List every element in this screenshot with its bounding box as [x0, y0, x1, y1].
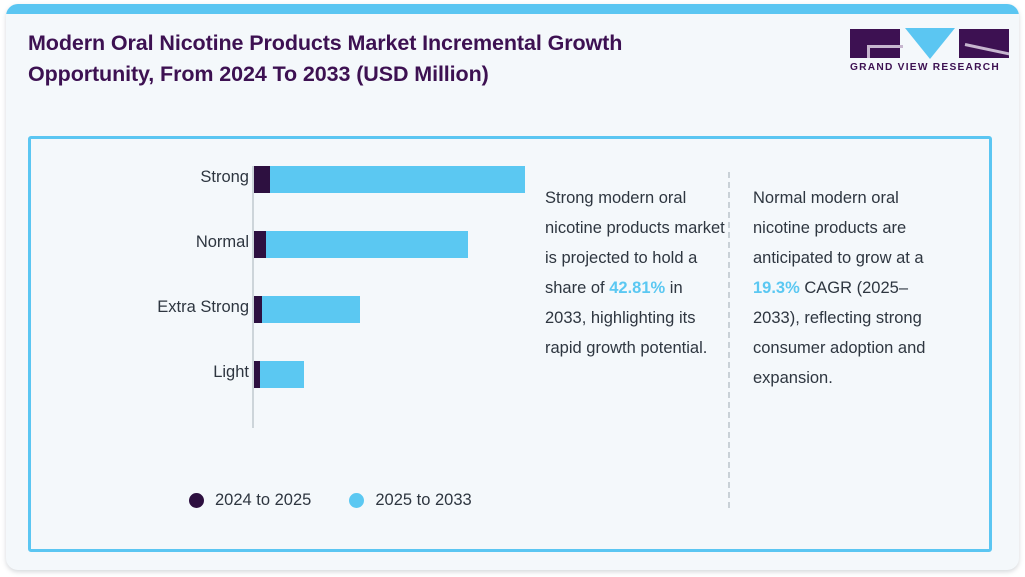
- table-row: Extra Strong: [31, 296, 531, 323]
- infographic-card: Modern Oral Nicotine Products Market Inc…: [6, 4, 1019, 570]
- logo-letter-v-icon: [905, 28, 955, 59]
- legend-item-2025-2033: 2025 to 2033: [349, 491, 472, 510]
- bar-segment-normal-2025-2033: [266, 231, 468, 258]
- logo-mark-group: [845, 27, 1009, 59]
- logo-letter-r-icon: [959, 29, 1009, 58]
- bar-segment-light-2024-2025: [254, 361, 260, 388]
- logo-caption: GRAND VIEW RESEARCH: [850, 62, 1000, 73]
- legend-dot-icon: [349, 493, 365, 508]
- callout-left-highlight: 42.81%: [609, 279, 666, 297]
- bar-segment-light-2025-2033: [260, 361, 304, 388]
- table-row: Light: [31, 361, 531, 388]
- bar-segment-extra-strong-2024-2025: [254, 296, 262, 323]
- top-accent-bar: [6, 4, 1019, 14]
- callout-normal-cagr: Normal modern oral nicotine products are…: [753, 183, 949, 393]
- chart-axis-line: [252, 166, 254, 428]
- bar-label-light: Light: [213, 363, 249, 381]
- legend-label-2024-2025: 2024 to 2025: [215, 491, 312, 509]
- logo-letter-g-icon: [850, 29, 903, 58]
- content-panel: Strong Normal Extra Strong Light: [28, 136, 992, 552]
- page-title-line1: Modern Oral Nicotine Products Market Inc…: [28, 31, 623, 55]
- callout-strong-share: Strong modern oral nicotine products mar…: [545, 183, 725, 363]
- bar-label-strong: Strong: [200, 168, 249, 186]
- bar-label-extra-strong: Extra Strong: [157, 298, 249, 316]
- legend-dot-icon: [189, 493, 204, 508]
- page-title-line2: Opportunity, From 2024 To 2033 (USD Mill…: [28, 62, 489, 86]
- bar-label-normal: Normal: [195, 233, 249, 251]
- callout-left-pre: Strong modern oral nicotine products mar…: [545, 189, 725, 297]
- callout-left-post: in 2033, highlighting its rapid growth p…: [545, 279, 708, 357]
- incremental-growth-bar-chart: Strong Normal Extra Strong Light: [31, 139, 531, 479]
- bar-segment-normal-2024-2025: [254, 231, 266, 258]
- legend-item-2024-2025: 2024 to 2025: [189, 491, 311, 510]
- bar-segment-strong-2024-2025: [254, 166, 270, 193]
- bar-segment-strong-2025-2033: [270, 166, 525, 193]
- bar-segment-extra-strong-2025-2033: [262, 296, 360, 323]
- table-row: Strong: [31, 166, 531, 193]
- vertical-dashed-divider: [728, 172, 730, 508]
- table-row: Normal: [31, 231, 531, 258]
- callout-right-pre: Normal modern oral nicotine products are…: [753, 189, 924, 267]
- brand-logo: GRAND VIEW RESEARCH: [845, 27, 1009, 85]
- page-title: Modern Oral Nicotine Products Market Inc…: [28, 28, 788, 90]
- chart-legend: 2024 to 2025 2025 to 2033: [189, 491, 472, 510]
- callout-right-post: CAGR (2025–2033), reflecting strong cons…: [753, 279, 926, 387]
- callout-right-highlight: 19.3%: [753, 279, 800, 297]
- legend-label-2025-2033: 2025 to 2033: [375, 491, 472, 509]
